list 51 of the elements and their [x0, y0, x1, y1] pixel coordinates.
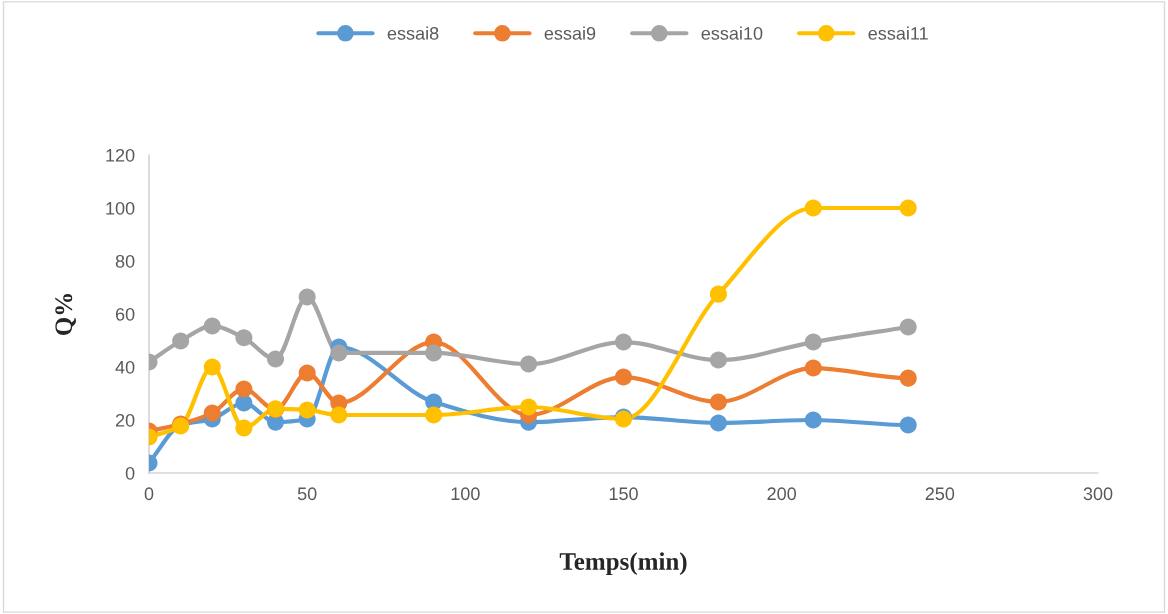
y-tick-label: 100 [106, 201, 135, 215]
point [709, 393, 727, 411]
x-tick-label: 300 [1083, 487, 1113, 501]
point [520, 398, 538, 416]
point [172, 332, 190, 350]
point [235, 380, 253, 398]
point [298, 288, 316, 306]
legend-label: essai10 [701, 26, 763, 40]
point [520, 355, 538, 373]
x-tick-label: 250 [925, 487, 955, 501]
point [899, 369, 917, 387]
x-tick-label: 0 [144, 487, 154, 501]
x-tick-label: 50 [297, 487, 317, 501]
point [899, 416, 917, 434]
y-tick-label: 40 [115, 360, 135, 374]
point [203, 317, 221, 335]
x-tick-label: 200 [767, 487, 797, 501]
y-tick-label: 0 [125, 466, 135, 480]
point [203, 358, 221, 376]
point [203, 404, 221, 422]
legend-label: essai8 [387, 26, 439, 40]
point [298, 401, 316, 419]
legend-label: essai11 [868, 26, 928, 40]
point [899, 318, 917, 336]
point [425, 406, 443, 424]
y-tick-label: 20 [115, 413, 135, 427]
point [804, 199, 822, 217]
point [614, 333, 633, 351]
point [298, 364, 316, 382]
y-axis-title: Q% [55, 294, 76, 335]
legend-label: essai9 [544, 26, 596, 40]
point [425, 344, 443, 362]
point [330, 406, 348, 424]
point [235, 419, 253, 437]
point [899, 199, 917, 217]
y-tick-label: 60 [115, 307, 135, 321]
point [267, 350, 285, 368]
point [614, 368, 633, 386]
y-tick-label: 120 [106, 148, 135, 162]
point [804, 333, 822, 351]
point [804, 411, 822, 429]
point [330, 344, 348, 362]
y-tick-label: 80 [115, 254, 135, 268]
x-tick-label: 150 [609, 487, 638, 501]
point [235, 329, 253, 347]
x-axis-title: Temps(min) [559, 552, 687, 575]
x-tick-label: 100 [451, 487, 480, 501]
point [709, 414, 727, 432]
point [709, 285, 727, 303]
point [804, 359, 822, 377]
point [709, 351, 727, 369]
